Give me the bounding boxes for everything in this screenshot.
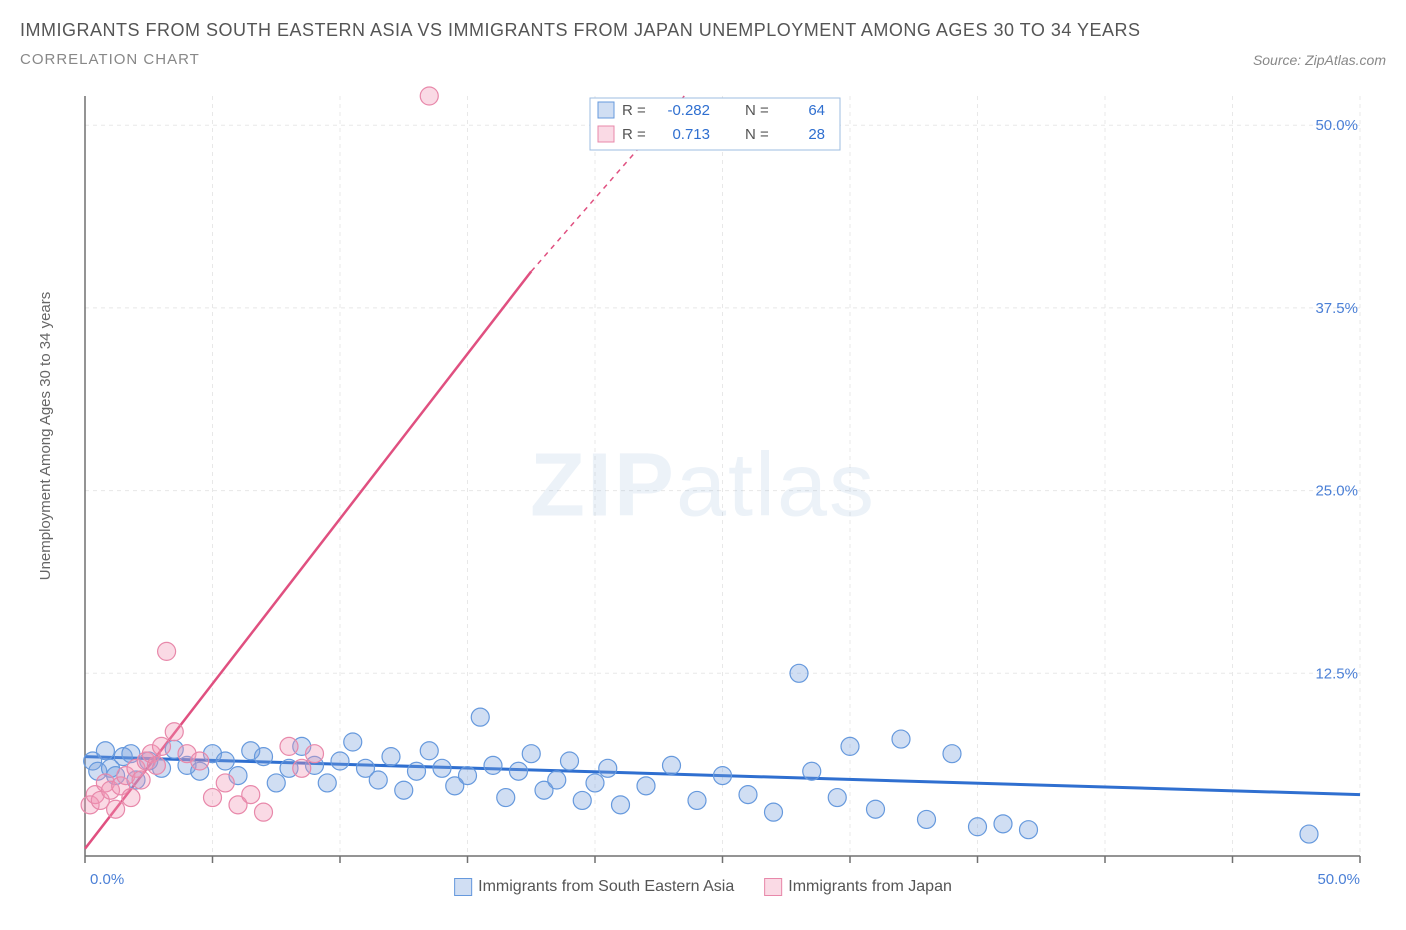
legend: Immigrants from South Eastern Asia Immigr… <box>454 878 952 896</box>
data-point <box>586 774 604 792</box>
data-point <box>122 789 140 807</box>
legend-label: Immigrants from Japan <box>788 878 952 896</box>
data-point <box>293 759 311 777</box>
data-point <box>255 803 273 821</box>
data-point <box>790 664 808 682</box>
legend-label: Immigrants from South Eastern Asia <box>478 878 734 896</box>
data-point <box>318 774 336 792</box>
data-point <box>395 781 413 799</box>
data-point <box>714 767 732 785</box>
data-point <box>994 815 1012 833</box>
data-point <box>484 756 502 774</box>
data-point <box>599 759 617 777</box>
data-point <box>471 708 489 726</box>
data-point <box>548 771 566 789</box>
source-attribution: Source: ZipAtlas.com <box>1253 52 1386 68</box>
data-point <box>153 737 171 755</box>
data-point <box>107 800 125 818</box>
data-point <box>420 87 438 105</box>
data-point <box>267 774 285 792</box>
data-point <box>1020 821 1038 839</box>
data-point <box>344 733 362 751</box>
stats-swatch <box>598 126 614 142</box>
chart-title: IMMIGRANTS FROM SOUTH EASTERN ASIA VS IM… <box>20 20 1386 41</box>
stats-r-label: R = <box>622 126 646 143</box>
data-point <box>369 771 387 789</box>
legend-swatch <box>764 878 782 896</box>
stats-n-value: 64 <box>808 102 825 119</box>
y-tick-label: 37.5% <box>1315 300 1358 317</box>
data-point <box>688 791 706 809</box>
data-point <box>573 791 591 809</box>
scatter-chart: 0.0% 50.0% 12.5% 25.0% 37.5% 50.0% Unemploymen… <box>20 76 1386 896</box>
stats-n-label: N = <box>745 102 769 119</box>
y-tick-label: 50.0% <box>1315 117 1358 134</box>
y-tick-label: 12.5% <box>1315 665 1358 682</box>
data-point <box>522 745 540 763</box>
header: IMMIGRANTS FROM SOUTH EASTERN ASIA VS IM… <box>20 20 1386 68</box>
legend-swatch <box>454 878 472 896</box>
data-point <box>637 777 655 795</box>
data-point <box>147 756 165 774</box>
data-point <box>420 742 438 760</box>
data-point <box>216 752 234 770</box>
data-point <box>280 737 298 755</box>
stats-r-value: -0.282 <box>667 102 710 119</box>
legend-item: Immigrants from Japan <box>764 878 952 896</box>
data-point <box>612 796 630 814</box>
stats-r-label: R = <box>622 102 646 119</box>
data-point <box>242 786 260 804</box>
data-point <box>1300 825 1318 843</box>
x-tick-label: 0.0% <box>90 871 124 888</box>
data-point <box>216 774 234 792</box>
data-point <box>803 762 821 780</box>
data-point <box>459 767 477 785</box>
data-point <box>867 800 885 818</box>
data-point <box>892 730 910 748</box>
data-point <box>132 771 150 789</box>
data-point <box>165 723 183 741</box>
data-point <box>510 762 528 780</box>
stats-r-value: 0.713 <box>672 126 710 143</box>
data-point <box>918 810 936 828</box>
data-point <box>828 789 846 807</box>
data-point <box>306 745 324 763</box>
data-point <box>765 803 783 821</box>
data-point <box>331 752 349 770</box>
data-point <box>739 786 757 804</box>
data-point <box>943 745 961 763</box>
y-tick-label: 25.0% <box>1315 483 1358 500</box>
stats-n-value: 28 <box>808 126 825 143</box>
legend-item: Immigrants from South Eastern Asia <box>454 878 734 896</box>
data-point <box>408 762 426 780</box>
stats-n-label: N = <box>745 126 769 143</box>
data-point <box>382 748 400 766</box>
data-point <box>841 737 859 755</box>
data-point <box>96 742 114 760</box>
chart-container: 0.0% 50.0% 12.5% 25.0% 37.5% 50.0% Unemploymen… <box>20 76 1386 896</box>
chart-subtitle: CORRELATION CHART <box>20 51 200 68</box>
data-point <box>204 789 222 807</box>
data-point <box>969 818 987 836</box>
y-axis-title: Unemployment Among Ages 30 to 34 years <box>37 292 54 581</box>
data-point <box>497 789 515 807</box>
data-point <box>433 759 451 777</box>
x-tick-label: 50.0% <box>1317 871 1360 888</box>
data-point <box>561 752 579 770</box>
data-point <box>663 756 681 774</box>
data-point <box>255 748 273 766</box>
data-point <box>191 752 209 770</box>
stats-swatch <box>598 102 614 118</box>
data-point <box>158 642 176 660</box>
